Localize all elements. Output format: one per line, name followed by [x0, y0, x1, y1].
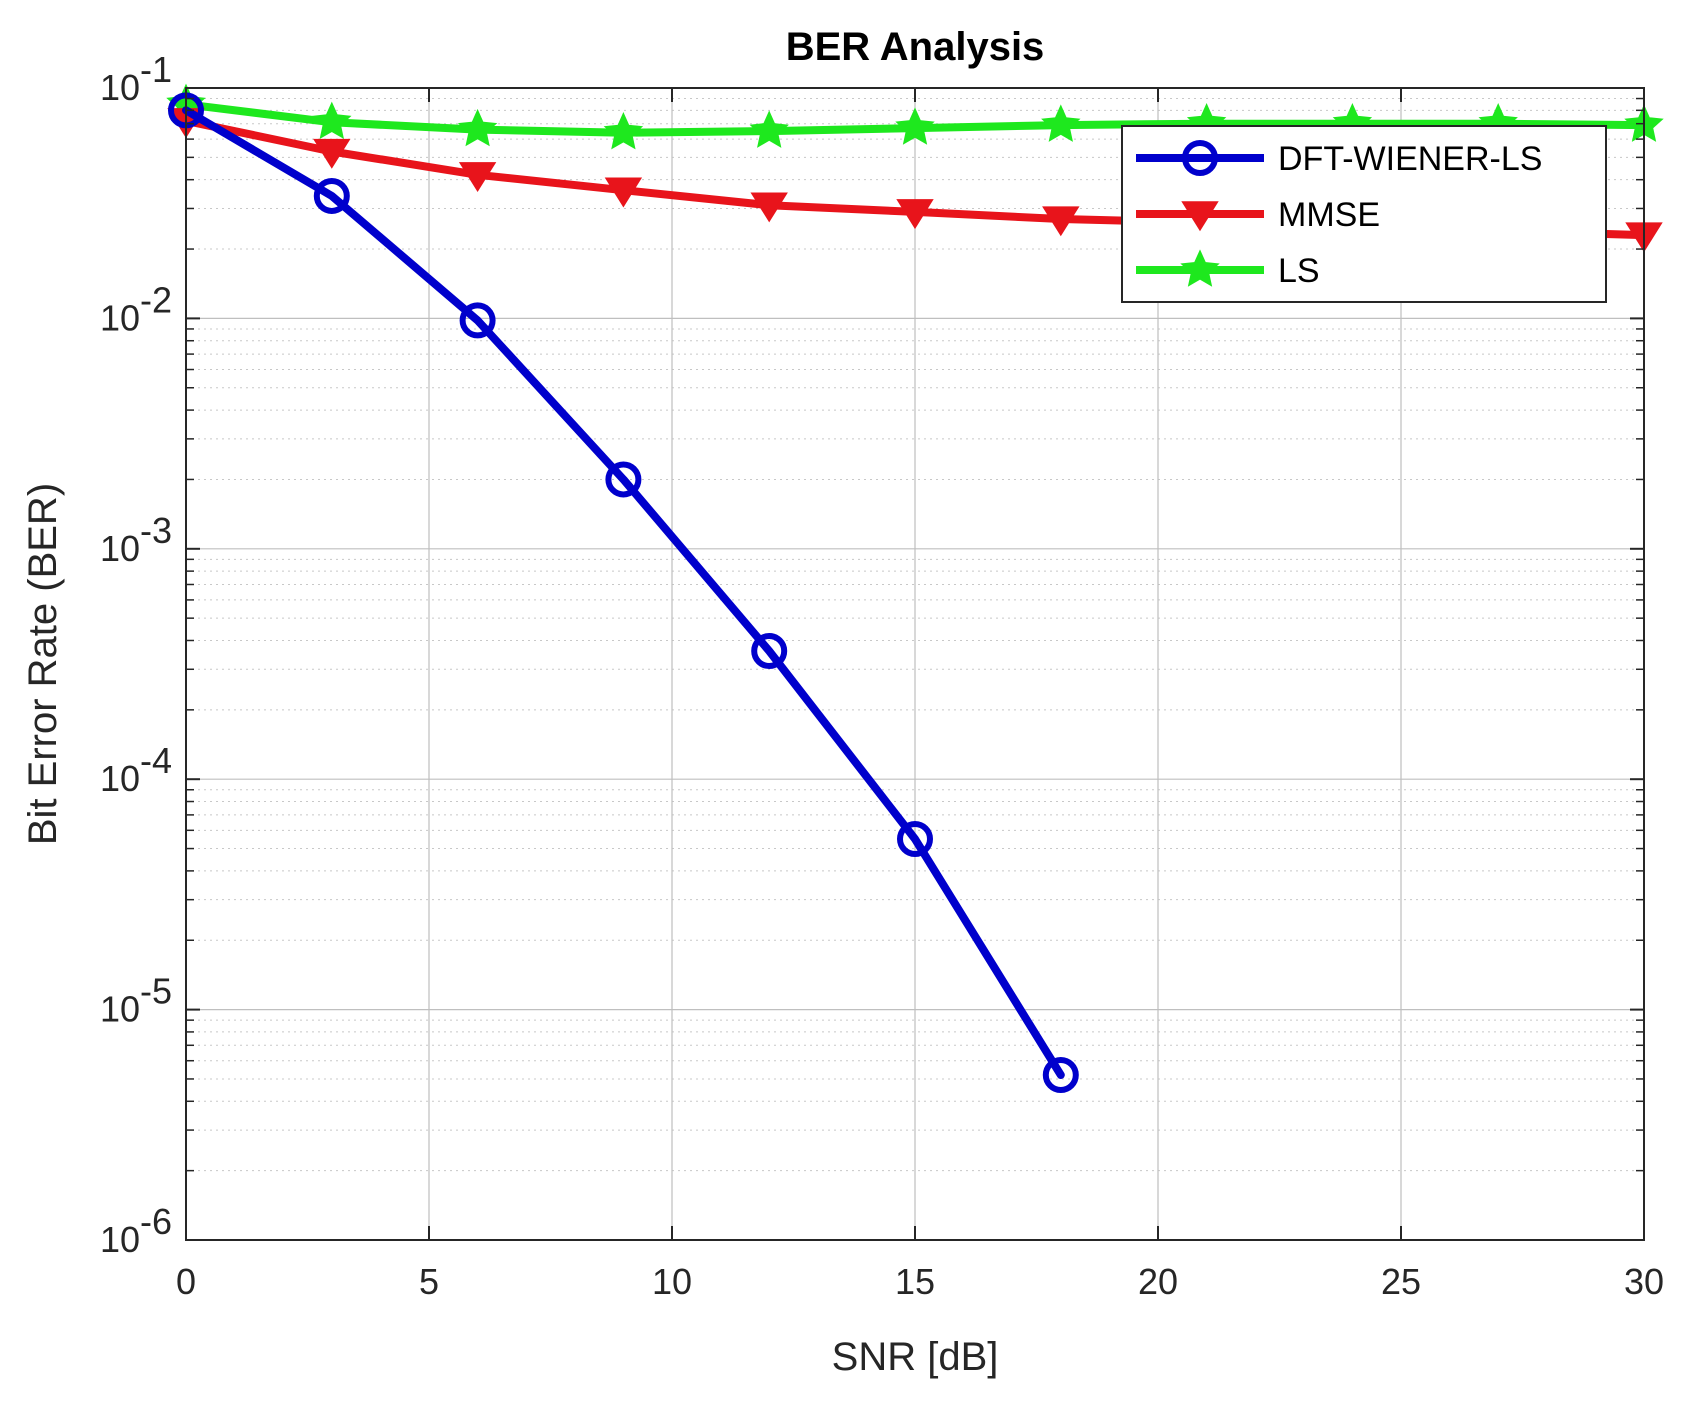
- y-tick-exponent: -1: [140, 49, 172, 90]
- data-point-mmse: [313, 138, 351, 169]
- y-tick-label: 10: [100, 1219, 140, 1260]
- x-tick-label: 10: [652, 1261, 692, 1302]
- y-tick-exponent: -3: [140, 510, 172, 551]
- x-tick-label: 20: [1138, 1261, 1178, 1302]
- x-tick-label: 5: [419, 1261, 439, 1302]
- data-point-dft-wiener-ls: [1042, 1057, 1079, 1094]
- y-tick-exponent: -4: [140, 740, 172, 781]
- legend-label-dft-wiener-ls: DFT-WIENER-LS: [1278, 140, 1542, 178]
- y-tick-exponent: -6: [140, 1201, 172, 1242]
- series-line-dft-wiener-ls: [182, 106, 1065, 1079]
- x-tick-label: 0: [176, 1261, 196, 1302]
- data-point-ls: [457, 108, 498, 147]
- data-point-mmse: [1042, 206, 1080, 237]
- y-tick-exponent: -5: [140, 971, 172, 1012]
- y-axis-ticks: 10-110-210-310-410-510-6: [100, 49, 1644, 1260]
- data-point-mmse: [750, 192, 788, 223]
- legend-marker-ls: [1180, 249, 1220, 287]
- data-point-ls: [1041, 104, 1081, 142]
- data-point-dft-wiener-ls: [897, 821, 933, 858]
- data-point-mmse: [458, 162, 497, 193]
- data-point-mmse: [604, 177, 643, 208]
- legend-label-ls: LS: [1278, 252, 1320, 290]
- x-axis-ticks: 0 5 10 15 20 25 30: [176, 88, 1664, 1302]
- y-tick-label: 10: [100, 67, 140, 108]
- y-tick-label: 10: [100, 528, 140, 569]
- data-point-dft-wiener-ls: [313, 177, 350, 214]
- data-point-dft-wiener-ls: [605, 461, 642, 498]
- data-point-ls: [895, 107, 935, 145]
- data-point-dft-wiener-ls: [459, 302, 496, 339]
- legend-marker-dft-wiener-ls: [1182, 140, 1218, 176]
- data-point-ls: [312, 101, 352, 139]
- y-tick-label: 10: [100, 297, 140, 338]
- y-tick-exponent: -2: [140, 279, 172, 320]
- legend-marker-mmse: [1181, 201, 1219, 232]
- legend-label-mmse: MMSE: [1278, 196, 1380, 234]
- data-point-ls: [603, 112, 644, 150]
- x-axis-label: SNR [dB]: [832, 1335, 999, 1379]
- y-tick-label: 10: [100, 989, 140, 1030]
- data-point-mmse: [896, 199, 934, 230]
- data-point-dft-wiener-ls: [751, 633, 788, 670]
- chart-title: BER Analysis: [786, 25, 1045, 69]
- data-point-ls: [749, 110, 789, 148]
- y-axis-label: Bit Error Rate (BER): [21, 483, 65, 845]
- legend: DFT-WIENER-LS MMSE LS: [1121, 125, 1607, 303]
- x-tick-label: 30: [1624, 1261, 1664, 1302]
- x-tick-label: 25: [1381, 1261, 1421, 1302]
- x-tick-label: 15: [895, 1261, 935, 1302]
- y-tick-label: 10: [100, 758, 140, 799]
